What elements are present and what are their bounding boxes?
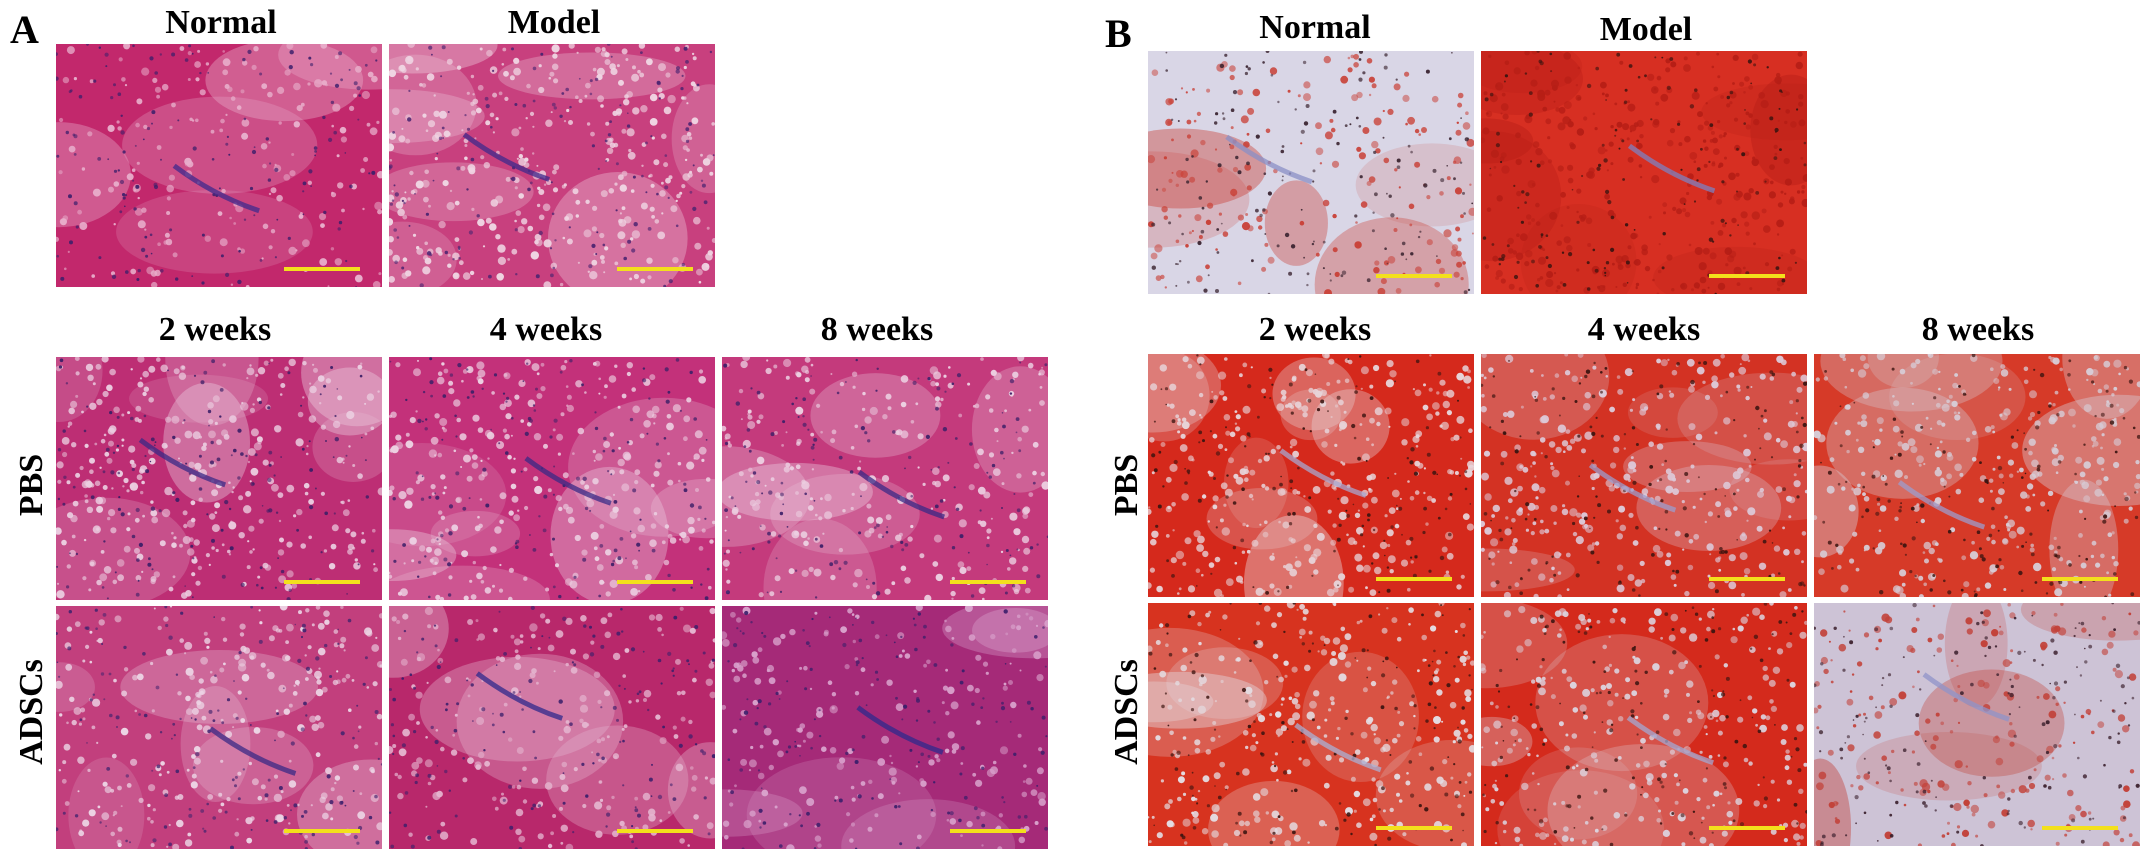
panel-b-micrograph-pbs-8-weeks (1814, 354, 2140, 597)
scale-bar (1709, 826, 1785, 830)
micrograph-texture (56, 606, 382, 849)
scale-bar (950, 580, 1026, 584)
panel-a-title-8-weeks: 8 weeks (820, 311, 934, 348)
panel-a-title-normal: Normal (165, 4, 277, 41)
micrograph-texture (389, 606, 715, 849)
panel-a-micrograph-normal (56, 44, 382, 287)
panel-a-micrograph-model (389, 44, 715, 287)
panel-a-title-2-weeks: 2 weeks (158, 311, 272, 348)
micrograph-texture (1481, 603, 1807, 846)
panel-b-micrograph-pbs-2-weeks (1148, 354, 1474, 597)
scale-bar (1709, 577, 1785, 581)
panel-b-title-8-weeks: 8 weeks (1921, 311, 2035, 348)
panel-b-micrograph-pbs-4-weeks (1481, 354, 1807, 597)
scale-bar (617, 267, 693, 271)
micrograph-texture (722, 357, 1048, 600)
micrograph-texture (56, 44, 382, 287)
micrograph-texture (1481, 354, 1807, 597)
panel-b-title-2-weeks: 2 weeks (1258, 311, 1372, 348)
scale-bar (284, 267, 360, 271)
panel-b-micrograph-model (1481, 51, 1807, 294)
panel-b-title-4-weeks: 4 weeks (1587, 311, 1701, 348)
scale-bar (2042, 577, 2118, 581)
panel-a-micrograph-adscs-4-weeks (389, 606, 715, 849)
panel-a-row-label-adscs: ADSCs (13, 659, 50, 765)
panel-b-row-label-adscs: ADSCs (1108, 659, 1145, 765)
panel-b-title-normal: Normal (1259, 9, 1371, 46)
panel-b-title-model: Model (1599, 11, 1693, 48)
micrograph-texture (1148, 603, 1474, 846)
panel-letter-a: A (10, 7, 39, 52)
micrograph-texture (389, 357, 715, 600)
scale-bar (617, 580, 693, 584)
scale-bar (2042, 826, 2118, 830)
panel-a-micrograph-adscs-8-weeks (722, 606, 1048, 849)
panel-a-title-4-weeks: 4 weeks (489, 311, 603, 348)
scale-bar (1376, 826, 1452, 830)
panel-b-micrograph-adscs-8-weeks (1814, 603, 2140, 846)
panel-a-title-model: Model (507, 4, 601, 41)
panel-b-row-label-pbs: PBS (1108, 453, 1145, 517)
panel-a-micrograph-pbs-8-weeks (722, 357, 1048, 600)
panel-a-micrograph-pbs-2-weeks (56, 357, 382, 600)
scale-bar (284, 580, 360, 584)
panel-b-micrograph-adscs-2-weeks (1148, 603, 1474, 846)
micrograph-texture (1481, 51, 1807, 294)
panel-a-micrograph-pbs-4-weeks (389, 357, 715, 600)
panel-b-micrograph-normal (1148, 51, 1474, 294)
micrograph-texture (1148, 51, 1474, 294)
scale-bar (1376, 274, 1452, 278)
scale-bar (950, 829, 1026, 833)
scale-bar (1709, 274, 1785, 278)
panel-a-micrograph-adscs-2-weeks (56, 606, 382, 849)
scale-bar (1376, 577, 1452, 581)
micrograph-texture (1148, 354, 1474, 597)
micrograph-texture (56, 357, 382, 600)
panel-a-row-label-pbs: PBS (13, 453, 50, 517)
micrograph-texture (1814, 603, 2140, 846)
micrograph-texture (389, 44, 715, 287)
scale-bar (617, 829, 693, 833)
panel-letter-b: B (1105, 11, 1132, 56)
panel-b-micrograph-adscs-4-weeks (1481, 603, 1807, 846)
micrograph-texture (1814, 354, 2140, 597)
scale-bar (284, 829, 360, 833)
micrograph-texture (722, 606, 1048, 849)
